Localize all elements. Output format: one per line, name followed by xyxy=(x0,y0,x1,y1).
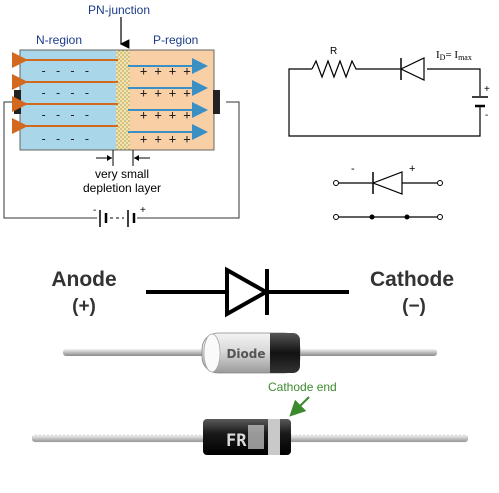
circuit-diode-symbol xyxy=(399,57,425,81)
forward-bias-circuit: R ID= Imax + - xyxy=(288,46,490,137)
battery-minus: - xyxy=(93,205,96,216)
switch-equivalent: - + xyxy=(333,163,443,220)
left-electrode xyxy=(14,90,21,114)
svg-text:- - - -: - - - - xyxy=(40,64,91,78)
diode-body-text: Diode xyxy=(226,347,265,361)
svg-text:- - - -: - - - - xyxy=(40,132,91,146)
cathode-label: Cathode xyxy=(370,268,454,291)
svg-text:- - - -: - - - - xyxy=(40,108,91,122)
glass-diode-component: Diode xyxy=(63,332,437,374)
svg-text:+ + + +: + + + + xyxy=(140,86,191,100)
pn-junction-label: PN-junction xyxy=(88,3,150,17)
circuit-battery-plus: + xyxy=(484,84,490,95)
black-diode-component: Cathode end FR xyxy=(31,380,469,455)
depletion-label-1: very small xyxy=(95,167,149,181)
carrier-arrows xyxy=(11,52,208,140)
battery-plus: + xyxy=(140,205,146,216)
svg-text:+ + + +: + + + + xyxy=(140,108,191,122)
resistor-symbol xyxy=(311,59,400,79)
n-region-label: N-region xyxy=(36,33,82,47)
svg-text:- - - -: - - - - xyxy=(40,86,91,100)
anode-label: Anode xyxy=(51,268,116,291)
current-label: ID= Imax xyxy=(436,49,472,62)
battery-symbol: - + xyxy=(93,205,146,227)
svg-text:+ + + +: + + + + xyxy=(140,132,191,146)
right-electrode xyxy=(213,90,220,114)
diode-schematic-symbol: Anode (+) Cathode (−) xyxy=(51,266,454,318)
diode-marking-text: FR xyxy=(226,431,247,451)
depletion-label-2: depletion layer xyxy=(83,181,161,195)
circuit-battery-minus: - xyxy=(485,110,488,121)
resistor-label: R xyxy=(330,46,337,57)
switch-minus-label: - xyxy=(351,163,355,175)
charge-signs: - - - - - - - - - - - - - - - - + + + + … xyxy=(40,64,191,146)
p-region-label: P-region xyxy=(153,33,198,47)
pn-junction-diagram: - - - - - - - - - - - - - - - - + + + + … xyxy=(3,3,240,227)
svg-text:+ + + +: + + + + xyxy=(140,64,191,78)
cathode-end-label: Cathode end xyxy=(268,380,337,394)
cathode-sign: (−) xyxy=(402,296,426,317)
circuit-battery: + - xyxy=(472,84,490,121)
anode-sign: (+) xyxy=(72,296,96,317)
n-region xyxy=(20,50,116,150)
depletion-layer xyxy=(116,50,130,150)
switch-plus-label: + xyxy=(409,163,415,175)
